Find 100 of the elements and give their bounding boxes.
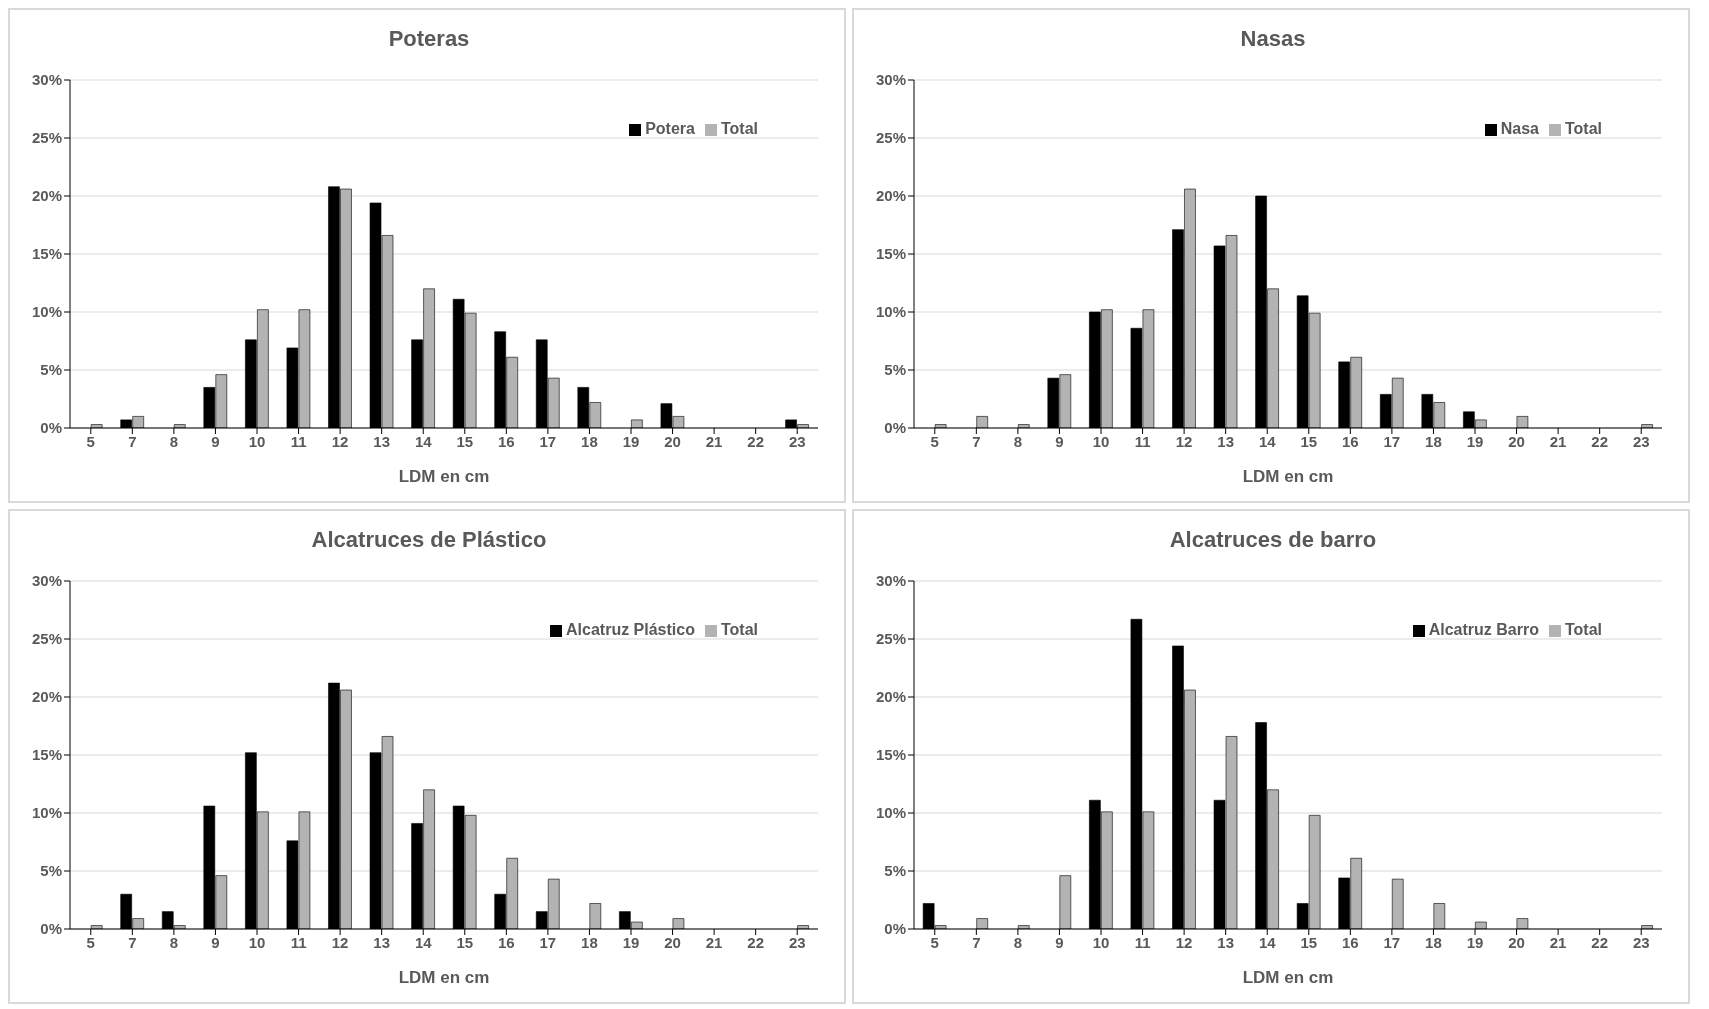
x-tick-label: 19 bbox=[1466, 933, 1484, 951]
x-tick-label: 20 bbox=[664, 432, 681, 450]
y-tick-label: 10% bbox=[31, 804, 62, 822]
y-tick-label: 20% bbox=[31, 688, 62, 706]
x-tick-label: 18 bbox=[581, 432, 598, 450]
x-tick-label: 7 bbox=[972, 432, 981, 450]
y-tick-label: 10% bbox=[31, 303, 62, 321]
x-tick-label: 15 bbox=[456, 432, 474, 450]
y-tick-label: 20% bbox=[875, 688, 906, 706]
x-tick-label: 23 bbox=[788, 933, 806, 951]
y-tick-label: 25% bbox=[31, 630, 62, 648]
x-tick-label: 16 bbox=[497, 432, 515, 450]
y-tick-label: 30% bbox=[31, 71, 62, 89]
x-tick-label: 11 bbox=[1134, 432, 1151, 450]
y-tick-label: 0% bbox=[40, 419, 62, 437]
x-tick-label: 7 bbox=[972, 933, 981, 951]
legend-label: Total bbox=[720, 120, 758, 137]
x-tick-label: 9 bbox=[1055, 432, 1064, 450]
x-tick-label: 8 bbox=[169, 432, 179, 450]
x-tick-label: 5 bbox=[930, 933, 939, 951]
y-tick-label: 0% bbox=[40, 920, 62, 938]
x-tick-label: 11 bbox=[1134, 933, 1151, 951]
legend-label: Potera bbox=[645, 120, 695, 137]
legend-label: Total bbox=[720, 621, 758, 638]
y-tick-label: 5% bbox=[40, 361, 62, 379]
x-tick-label: 8 bbox=[169, 933, 179, 951]
x-axis-title: LDM en cm bbox=[398, 968, 490, 987]
x-tick-label: 22 bbox=[747, 432, 765, 450]
x-tick-label: 18 bbox=[1425, 432, 1442, 450]
x-tick-label: 16 bbox=[1341, 432, 1359, 450]
x-tick-label: 13 bbox=[373, 432, 391, 450]
x-tick-label: 9 bbox=[211, 432, 220, 450]
x-tick-label: 23 bbox=[1632, 432, 1650, 450]
x-tick-label: 15 bbox=[456, 933, 474, 951]
x-tick-label: 10 bbox=[1092, 933, 1110, 951]
x-tick-label: 5 bbox=[930, 432, 939, 450]
x-axis-title: LDM en cm bbox=[1242, 467, 1334, 486]
x-tick-label: 17 bbox=[539, 933, 557, 951]
legend-label: Total bbox=[1564, 621, 1602, 638]
x-tick-label: 11 bbox=[290, 432, 307, 450]
x-tick-label: 13 bbox=[373, 933, 391, 951]
x-tick-label: 14 bbox=[1258, 933, 1277, 951]
y-tick-label: 15% bbox=[31, 245, 62, 263]
x-tick-label: 20 bbox=[664, 933, 681, 951]
x-tick-label: 12 bbox=[1175, 933, 1193, 951]
y-tick-label: 5% bbox=[40, 862, 62, 880]
x-tick-label: 13 bbox=[1217, 432, 1235, 450]
y-tick-label: 0% bbox=[884, 920, 906, 938]
x-tick-label: 19 bbox=[1466, 432, 1484, 450]
x-tick-label: 16 bbox=[1341, 933, 1359, 951]
x-tick-label: 21 bbox=[705, 432, 723, 450]
y-tick-label: 0% bbox=[884, 419, 906, 437]
x-tick-label: 18 bbox=[581, 933, 598, 951]
x-tick-label: 22 bbox=[747, 933, 765, 951]
y-tick-label: 25% bbox=[31, 129, 62, 147]
x-axis-title: LDM en cm bbox=[1242, 968, 1334, 987]
chart-title: Nasas bbox=[1239, 26, 1307, 52]
x-tick-label: 14 bbox=[414, 933, 433, 951]
x-tick-label: 17 bbox=[539, 432, 557, 450]
x-tick-label: 23 bbox=[788, 432, 806, 450]
x-tick-label: 5 bbox=[86, 432, 95, 450]
legend-label: Nasa bbox=[1500, 120, 1539, 137]
x-tick-label: 12 bbox=[331, 933, 349, 951]
y-tick-label: 25% bbox=[875, 129, 906, 147]
y-tick-label: 10% bbox=[875, 303, 906, 321]
x-tick-label: 7 bbox=[128, 432, 137, 450]
x-tick-label: 22 bbox=[1591, 432, 1609, 450]
x-tick-label: 19 bbox=[622, 933, 640, 951]
x-tick-label: 7 bbox=[128, 933, 137, 951]
y-tick-label: 30% bbox=[31, 572, 62, 590]
x-tick-label: 21 bbox=[1549, 432, 1567, 450]
x-tick-label: 13 bbox=[1217, 933, 1235, 951]
x-tick-label: 20 bbox=[1508, 432, 1525, 450]
x-tick-label: 23 bbox=[1632, 933, 1650, 951]
x-tick-label: 12 bbox=[331, 432, 349, 450]
y-tick-label: 20% bbox=[31, 187, 62, 205]
y-tick-label: 30% bbox=[875, 572, 906, 590]
x-tick-label: 16 bbox=[497, 933, 515, 951]
x-tick-label: 14 bbox=[1258, 432, 1277, 450]
x-tick-label: 17 bbox=[1383, 933, 1401, 951]
legend-label: Alcatruz Barro bbox=[1428, 621, 1539, 638]
x-tick-label: 10 bbox=[1092, 432, 1110, 450]
x-tick-label: 10 bbox=[248, 933, 266, 951]
x-tick-label: 15 bbox=[1300, 933, 1318, 951]
y-tick-label: 5% bbox=[884, 862, 906, 880]
x-tick-label: 12 bbox=[1175, 432, 1193, 450]
y-tick-label: 20% bbox=[875, 187, 906, 205]
x-tick-label: 20 bbox=[1508, 933, 1525, 951]
x-tick-label: 15 bbox=[1300, 432, 1318, 450]
y-tick-label: 15% bbox=[875, 245, 906, 263]
chart-title: Poteras bbox=[387, 26, 471, 52]
y-tick-label: 25% bbox=[875, 630, 906, 648]
y-tick-label: 30% bbox=[875, 71, 906, 89]
x-tick-label: 9 bbox=[1055, 933, 1064, 951]
x-axis-title: LDM en cm bbox=[398, 467, 490, 486]
chart-title: Alcatruces de barro bbox=[1168, 527, 1378, 553]
x-tick-label: 18 bbox=[1425, 933, 1442, 951]
x-tick-label: 8 bbox=[1013, 432, 1023, 450]
x-tick-label: 21 bbox=[705, 933, 723, 951]
y-tick-label: 15% bbox=[31, 746, 62, 764]
